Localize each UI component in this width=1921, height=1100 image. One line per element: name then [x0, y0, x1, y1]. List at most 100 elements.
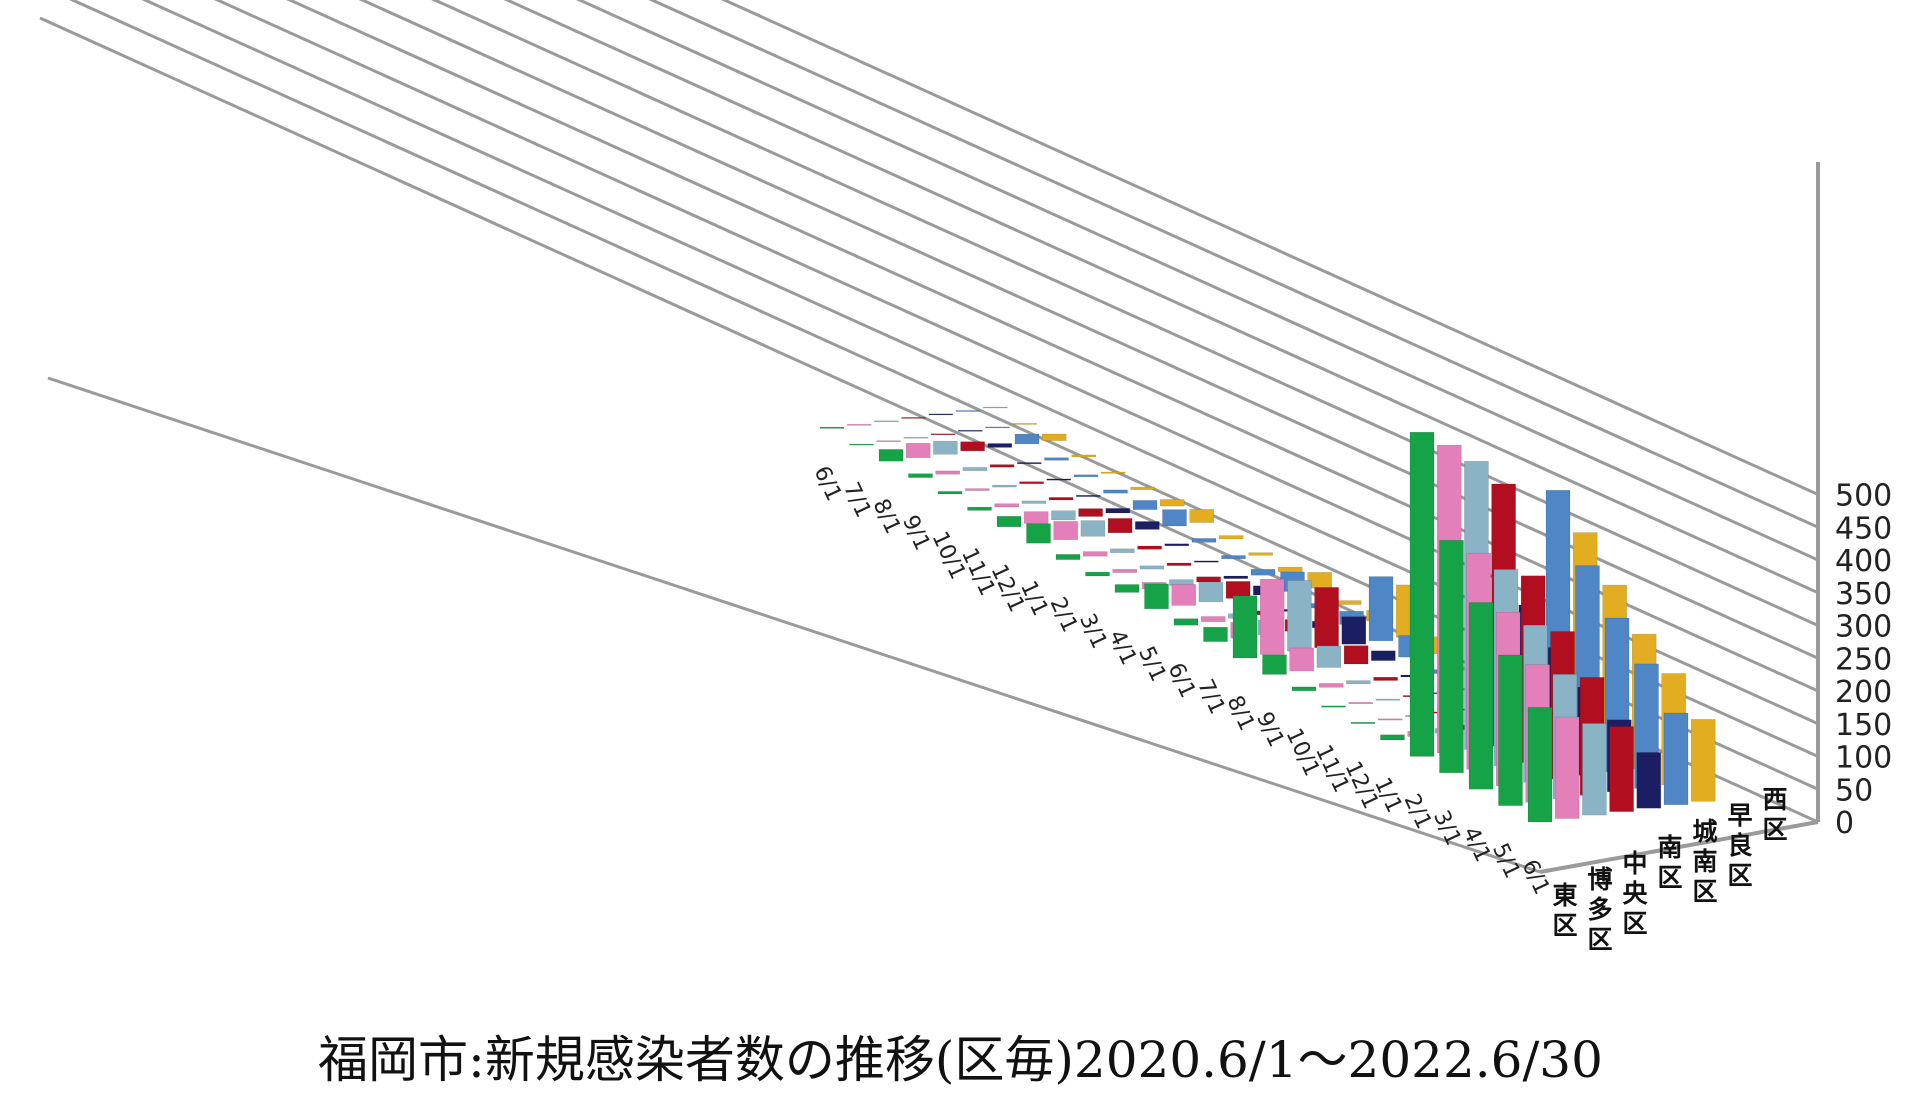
bar: [908, 473, 933, 478]
bar: [955, 410, 981, 412]
bar: [1203, 626, 1228, 642]
x-tick-label: 3/1: [1428, 807, 1466, 850]
x-tick-label: 8/1: [1222, 692, 1260, 735]
bar: [874, 420, 899, 423]
bar: [1609, 726, 1634, 812]
bar: [985, 426, 1010, 429]
y-tick-label: 0: [1835, 806, 1854, 841]
bar: [1135, 521, 1160, 530]
bar: [1259, 578, 1285, 655]
bar: [996, 515, 1022, 528]
x-tick-label: 5/1: [1133, 643, 1171, 686]
bar: [1223, 575, 1249, 579]
x-tick-label: 9/1: [1251, 708, 1289, 751]
bar: [962, 467, 988, 471]
ward-label: 早: [1727, 801, 1752, 830]
bar: [1085, 571, 1110, 577]
bar: [1582, 723, 1607, 816]
bar: [1636, 752, 1662, 809]
bar: [1016, 462, 1042, 465]
bar: [1232, 595, 1258, 659]
bar: [1173, 618, 1199, 626]
ward-label: 区: [1762, 815, 1787, 844]
ward-label: 西: [1762, 785, 1787, 814]
y-tick-label: 100: [1835, 741, 1892, 776]
bar: [1196, 576, 1221, 583]
bar: [1137, 545, 1162, 550]
bar: [1026, 523, 1051, 544]
bar: [1041, 433, 1067, 441]
x-tick-label: 7/1: [838, 479, 876, 522]
ward-label: 東: [1552, 881, 1577, 910]
x-tick-label: 6/1: [809, 462, 847, 505]
bar: [1346, 680, 1371, 685]
bar: [1221, 555, 1246, 560]
gridline: [358, 0, 1819, 660]
bar: [1373, 676, 1398, 681]
bar: [1162, 509, 1187, 527]
bar: [1287, 580, 1312, 652]
bar: [1321, 705, 1346, 708]
bar: [1194, 560, 1219, 563]
bar: [1103, 489, 1128, 494]
bar: [1200, 616, 1226, 622]
ward-label: 南: [1657, 833, 1682, 862]
bar: [1144, 583, 1169, 610]
y-tick-label: 50: [1835, 773, 1873, 808]
bar: [1076, 494, 1101, 497]
bar: [1527, 707, 1553, 823]
bar: [1164, 543, 1190, 547]
bar: [1371, 650, 1396, 661]
bar: [935, 470, 961, 475]
ward-label: 区: [1587, 925, 1612, 954]
bar: [876, 440, 902, 443]
bar: [957, 429, 983, 432]
bar: [989, 464, 1015, 468]
chart-svg: 0501001502002503003504004505006/17/18/19…: [39, 0, 1892, 954]
gridline: [431, 0, 1819, 627]
bar: [905, 442, 931, 458]
ward-label: 区: [1727, 861, 1752, 890]
bar: [1053, 521, 1078, 541]
ward-label: 多: [1587, 895, 1612, 924]
x-tick-label: 9/1: [897, 512, 935, 555]
bar: [1314, 587, 1339, 649]
bar: [1114, 584, 1140, 593]
bar: [1021, 500, 1047, 504]
bar: [1078, 508, 1103, 517]
x-tick-label: 6/1: [1163, 659, 1201, 702]
bar: [1189, 509, 1214, 523]
bar: [1046, 478, 1072, 481]
x-tick-label: 8/1: [868, 495, 906, 538]
bar: [1080, 520, 1106, 537]
ward-label: 区: [1692, 877, 1717, 906]
x-tick-label: 6/1: [1517, 856, 1555, 899]
bar: [1348, 702, 1373, 705]
chart-title: 福岡市:新規感染者数の推移(区毎)2020.6/1～2022.6/30: [318, 1031, 1603, 1089]
bar: [1250, 568, 1276, 576]
bar: [964, 488, 990, 491]
y-tick-label: 450: [1835, 511, 1892, 546]
ward-label: 良: [1727, 831, 1752, 860]
bar: [1139, 565, 1165, 570]
bar: [1218, 535, 1244, 540]
bar: [1019, 481, 1044, 485]
bar: [1110, 548, 1135, 553]
bar: [1262, 654, 1287, 675]
bar: [878, 449, 904, 462]
bar: [1014, 433, 1040, 445]
bar: [1107, 518, 1133, 534]
bar: [1198, 581, 1224, 603]
bar: [1663, 712, 1689, 805]
bar: [987, 443, 1013, 448]
gridline: [648, 0, 1819, 529]
bar: [1343, 645, 1369, 665]
bar: [849, 443, 874, 446]
bar: [960, 441, 985, 452]
x-tick-label: 5/1: [1487, 840, 1525, 883]
time-axis-line: [47, 376, 1541, 874]
bar: [1316, 645, 1342, 668]
bar: [967, 506, 992, 511]
ward-label: 央: [1622, 879, 1648, 908]
y-tick-label: 400: [1835, 544, 1892, 579]
